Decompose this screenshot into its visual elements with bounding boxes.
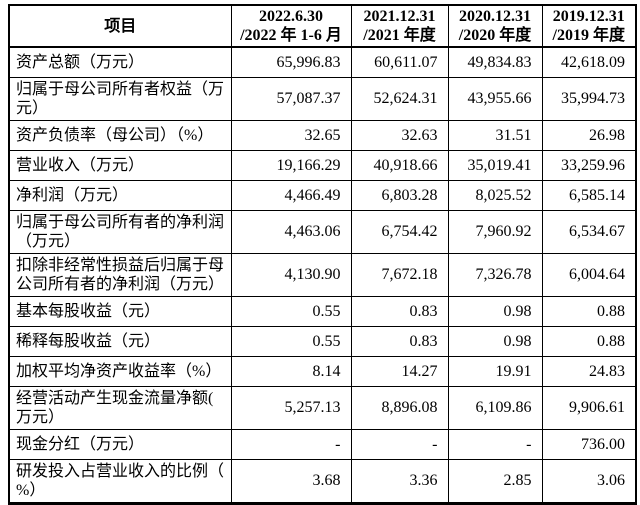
row-value: 60,611.07 [350,46,449,78]
row-value: 8,896.08 [350,385,449,430]
row-value: 7,672.18 [350,252,449,297]
row-value: 31.51 [447,119,543,151]
row-label: 基本每股收益（元） [8,295,232,327]
row-value: 7,326.78 [447,252,543,297]
row-label: 资产总额（万元） [8,46,232,78]
row-value: 33,259.96 [541,149,637,181]
table-row: 现金分红（万元） - - -736.00 [8,428,637,460]
financial-summary-table: 项目 2022.6.30 /2022 年 1-6 月 2021.12.31 /2… [8,4,637,505]
table-row: 稀释每股收益（元） 0.55 0.83 0.98 0.88 [8,325,637,357]
row-value: 4,466.49 [230,179,352,211]
row-label: 资产负债率（母公司）（%） [8,119,232,151]
row-label: 净利润（万元） [8,179,232,211]
row-label: 现金分红（万元） [8,428,232,460]
header-period-2021: 2021.12.31 /2021 年度 [350,4,449,48]
row-value: 6,754.42 [350,209,449,254]
row-value: 52,624.31 [350,76,449,121]
table-row: 资产总额（万元） 65,996.83 60,611.07 49,834.83 42,61… [8,46,637,78]
table-row: 基本每股收益（元） 0.55 0.83 0.98 0.88 [8,295,637,327]
header-period-2020: 2020.12.31 /2020 年度 [447,4,543,48]
row-label: 研发投入占营业收入的比例（%） [8,458,232,504]
row-value: 19,166.29 [230,149,352,181]
header-item-label: 项目 [8,4,232,48]
row-value: 0.83 [350,325,449,357]
row-value: 0.88 [541,295,637,327]
table-body: 资产总额（万元） 65,996.83 60,611.07 49,834.83 42,61… [8,46,637,504]
row-value: 0.88 [541,325,637,357]
table-row: 资产负债率（母公司）（%） 32.65 32.63 31.51 26.98 [8,119,637,151]
table-row: 经营活动产生现金流量净额(万元） 5,257.13 8,896.08 6,109.86… [8,385,637,430]
row-value: 19.91 [447,355,543,387]
table-row: 归属于母公司所有者的净利润（万元） 4,463.06 6,754.42 7,960.9… [8,209,637,254]
row-value: 5,257.13 [230,385,352,430]
table-row: 营业收入（万元） 19,166.29 40,918.66 35,019.41 33,25… [8,149,637,181]
header-row: 项目 2022.6.30 /2022 年 1-6 月 2021.12.31 /2… [8,4,637,48]
row-value: 0.83 [350,295,449,327]
row-value: 9,906.61 [541,385,637,430]
row-value: 65,996.83 [230,46,352,78]
row-value: 32.65 [230,119,352,151]
row-value: 43,955.66 [447,76,543,121]
row-value: 0.98 [447,325,543,357]
table-row: 归属于母公司所有者权益（万元） 57,087.37 52,624.31 43,955.… [8,76,637,121]
row-label: 稀释每股收益（元） [8,325,232,357]
row-value: 3.68 [230,458,352,504]
row-value: - [350,428,449,460]
row-value: 6,109.86 [447,385,543,430]
row-value: 42,618.09 [541,46,637,78]
row-value: 3.06 [541,458,637,504]
row-label: 加权平均净资产收益率（%） [8,355,232,387]
row-value: 8.14 [230,355,352,387]
row-value: 24.83 [541,355,637,387]
row-value: 4,463.06 [230,209,352,254]
table-row: 扣除非经常性损益后归属于母公司所有者的净利润（万元） 4,130.90 7,672.… [8,252,637,297]
row-value: 6,534.67 [541,209,637,254]
row-label: 归属于母公司所有者的净利润（万元） [8,209,232,254]
row-value: 4,130.90 [230,252,352,297]
row-value: 57,087.37 [230,76,352,121]
row-value: 35,994.73 [541,76,637,121]
table-row: 净利润（万元） 4,466.49 6,803.28 8,025.52 6,585.14 [8,179,637,211]
row-value: - [230,428,352,460]
row-value: 35,019.41 [447,149,543,181]
row-label: 扣除非经常性损益后归属于母公司所有者的净利润（万元） [8,252,232,297]
row-value: 8,025.52 [447,179,543,211]
row-value: 32.63 [350,119,449,151]
row-value: 0.98 [447,295,543,327]
row-label: 归属于母公司所有者权益（万元） [8,76,232,121]
table-row: 研发投入占营业收入的比例（%） 3.68 3.36 2.85 3.06 [8,458,637,504]
row-value: 7,960.92 [447,209,543,254]
row-value: 26.98 [541,119,637,151]
row-value: 40,918.66 [350,149,449,181]
row-value: - [447,428,543,460]
table-row: 加权平均净资产收益率（%） 8.14 14.27 19.91 24.83 [8,355,637,387]
header-period-2019: 2019.12.31 /2019 年度 [541,4,637,48]
row-label: 经营活动产生现金流量净额(万元） [8,385,232,430]
row-value: 736.00 [541,428,637,460]
row-value: 49,834.83 [447,46,543,78]
header-period-2022h1: 2022.6.30 /2022 年 1-6 月 [230,4,352,48]
row-value: 6,004.64 [541,252,637,297]
row-value: 0.55 [230,295,352,327]
row-label: 营业收入（万元） [8,149,232,181]
row-value: 14.27 [350,355,449,387]
row-value: 2.85 [447,458,543,504]
row-value: 3.36 [350,458,449,504]
row-value: 6,803.28 [350,179,449,211]
row-value: 6,585.14 [541,179,637,211]
row-value: 0.55 [230,325,352,357]
